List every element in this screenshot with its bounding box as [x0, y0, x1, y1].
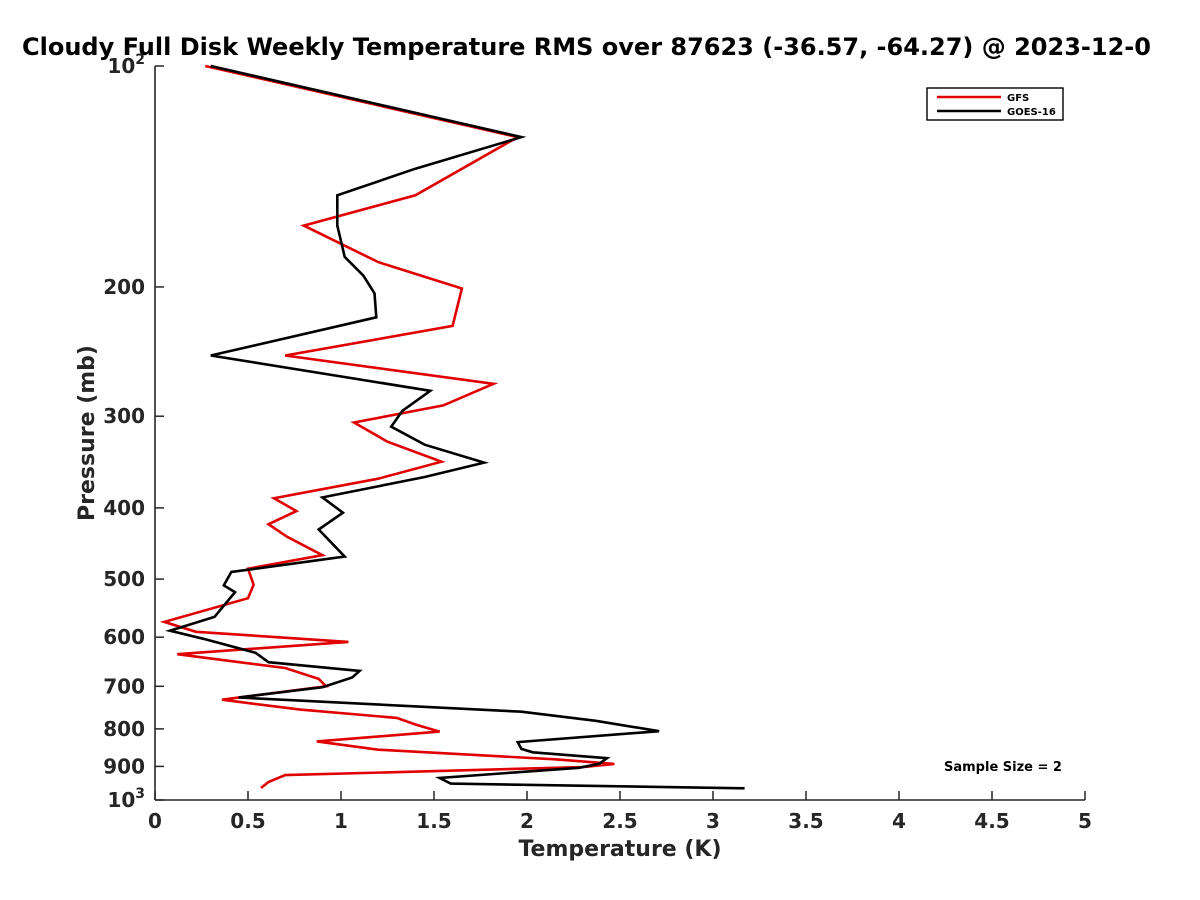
legend-box: [926, 87, 1064, 121]
chart-title: Cloudy Full Disk Weekly Temperature RMS …: [22, 33, 1151, 61]
x-tick-label: 4: [892, 809, 906, 833]
legend-label-gfs: GFS: [1007, 93, 1029, 104]
legend: GFS GOES-16: [926, 87, 1064, 121]
x-axis-label: Temperature (K): [518, 837, 721, 862]
x-tick-label: 1.5: [416, 809, 451, 833]
x-tick-label: 0.5: [230, 809, 265, 833]
x-tick-label: 2.5: [602, 809, 637, 833]
x-axis-ticks: 0 0.5 1 1.5 2 2.5 3 3.5 4 4.5 5: [148, 791, 1092, 833]
x-tick-label: 3: [706, 809, 720, 833]
y-tick-label: 200: [103, 275, 145, 299]
series-layer: [159, 64, 745, 790]
y-tick-label: 800: [103, 717, 145, 741]
y-axis-ticks: 102 200 300 400 500 600 700 800 900 103: [103, 52, 164, 812]
y-tick-label: 400: [103, 496, 145, 520]
sample-size-annotation: Sample Size = 2: [944, 760, 1062, 775]
series-line-goes-16: [165, 64, 745, 790]
x-tick-label: 4.5: [974, 809, 1009, 833]
x-tick-label: 1: [334, 809, 348, 833]
series-line-gfs: [159, 64, 615, 790]
y-axis-label: Pressure (mb): [75, 345, 100, 521]
y-tick-label: 102: [107, 52, 145, 78]
y-tick-label: 600: [103, 625, 145, 649]
x-tick-label: 5: [1078, 809, 1092, 833]
y-tick-label: 500: [103, 567, 145, 591]
y-tick-label: 900: [103, 754, 145, 778]
y-tick-label: 700: [103, 674, 145, 698]
x-tick-label: 2: [520, 809, 534, 833]
x-tick-label: 0: [148, 809, 162, 833]
y-tick-label: 300: [103, 404, 145, 428]
legend-label-goes-16: GOES-16: [1007, 107, 1056, 118]
y-tick-label: 103: [107, 786, 145, 812]
x-tick-label: 3.5: [788, 809, 823, 833]
